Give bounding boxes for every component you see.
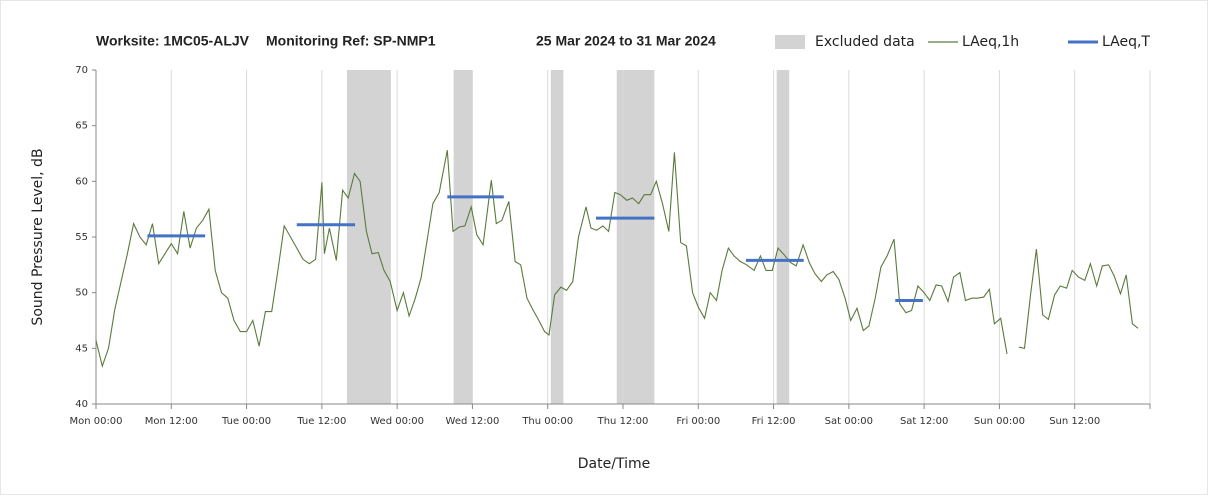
monitoring-ref: Monitoring Ref: SP-NMP1 <box>266 33 436 49</box>
legend-swatch <box>775 35 805 49</box>
y-tick-label: 55 <box>75 232 88 243</box>
y-tick-label: 70 <box>75 65 88 76</box>
x-tick-label: Tue 00:00 <box>221 416 271 427</box>
x-tick-label: Wed 12:00 <box>446 416 500 427</box>
excluded-band <box>616 70 655 404</box>
y-tick-label: 60 <box>75 176 88 187</box>
x-tick-label: Sun 00:00 <box>974 416 1025 427</box>
x-tick-label: Mon 12:00 <box>145 416 198 427</box>
x-tick-label: Sat 12:00 <box>900 416 948 427</box>
y-tick-label: 40 <box>75 399 88 410</box>
x-tick-label: Tue 12:00 <box>296 416 346 427</box>
excluded-band <box>346 70 391 404</box>
chart-title: Worksite: 1MC05-ALJV <box>96 33 250 49</box>
x-tick-label: Fri 12:00 <box>752 416 796 427</box>
excluded-band <box>776 70 790 404</box>
excluded-band <box>550 70 564 404</box>
legend-label: Excluded data <box>815 34 915 50</box>
y-tick-label: 65 <box>75 121 88 132</box>
x-tick-label: Thu 12:00 <box>597 416 649 427</box>
x-tick-label: Sat 00:00 <box>825 416 873 427</box>
period: 25 Mar 2024 to 31 Mar 2024 <box>536 33 716 49</box>
y-tick-label: 45 <box>75 343 88 354</box>
x-tick-label: Mon 00:00 <box>69 416 122 427</box>
series-line <box>95 150 1139 369</box>
y-tick-label: 50 <box>75 288 88 299</box>
legend-label: LAeq,1h <box>962 34 1019 50</box>
x-tick-label: Thu 00:00 <box>521 416 573 427</box>
x-tick-label: Wed 00:00 <box>370 416 424 427</box>
x-axis-label: Date/Time <box>578 456 650 472</box>
y-axis-label: Sound Pressure Level, dB <box>30 148 46 325</box>
x-tick-label: Fri 00:00 <box>676 416 720 427</box>
excluded-band <box>453 70 473 404</box>
x-tick-label: Sun 12:00 <box>1049 416 1100 427</box>
legend-label: LAeq,T <box>1102 34 1150 50</box>
